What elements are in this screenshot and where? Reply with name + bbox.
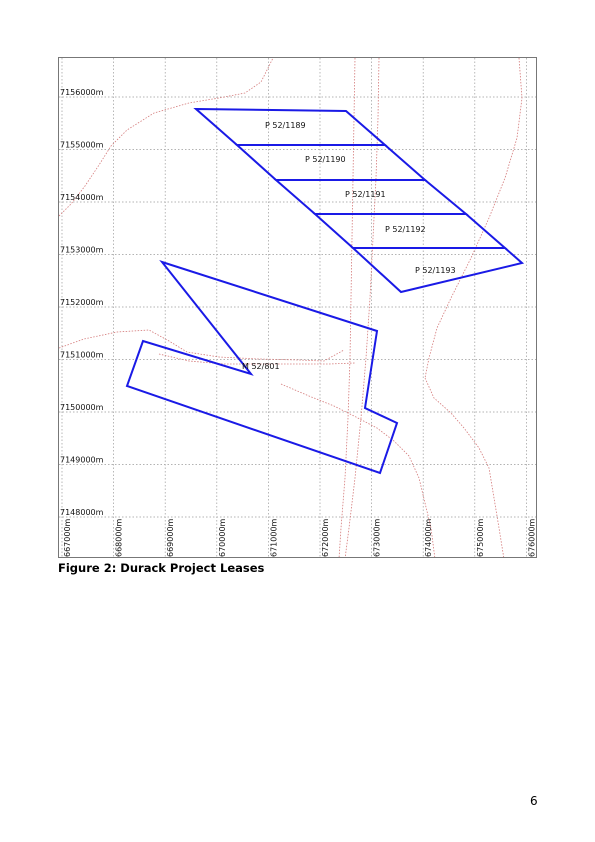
northing-label: 7152000m — [60, 298, 104, 307]
lease-label-m-52-801: M 52/801 — [242, 362, 280, 371]
easting-axis-labels: 667000m 668000m 669000m 670000m 671000m 67200… — [63, 518, 536, 557]
page-number: 6 — [530, 794, 538, 808]
lease-label-p-52-1191: P 52/1191 — [345, 190, 386, 199]
figure-caption: Figure 2: Durack Project Leases — [58, 561, 265, 575]
northing-label: 7156000m — [60, 88, 104, 97]
contour-lines — [59, 58, 523, 557]
northing-axis-labels: 7156000m 7155000m 7154000m 7153000m 7152000m… — [60, 88, 104, 517]
northing-label: 7149000m — [60, 456, 104, 465]
contour-line — [158, 353, 356, 365]
northing-label: 7153000m — [60, 246, 104, 255]
contour-line — [59, 58, 274, 217]
lease-label-p-52-1190: P 52/1190 — [305, 155, 346, 164]
easting-label: 667000m — [63, 518, 72, 557]
lease-label-p-52-1193: P 52/1193 — [415, 266, 456, 275]
northing-label: 7151000m — [60, 351, 104, 360]
lease-map-svg: P 52/1189 P 52/1190 P 52/1191 P 52/1192 … — [59, 58, 536, 557]
easting-label: 672000m — [321, 518, 330, 557]
easting-label: 670000m — [218, 518, 227, 557]
northing-label: 7155000m — [60, 141, 104, 150]
lease-label-p-52-1189: P 52/1189 — [265, 121, 306, 130]
contour-line — [280, 383, 436, 557]
northing-label: 7154000m — [60, 193, 104, 202]
easting-label: 671000m — [269, 518, 278, 557]
contour-line — [59, 329, 345, 362]
lease-p-52-1193-boundary — [350, 247, 525, 294]
lease-boundaries — [125, 107, 525, 475]
easting-label: 674000m — [424, 518, 433, 557]
easting-label: 675000m — [476, 518, 485, 557]
easting-label: 669000m — [166, 518, 175, 557]
lease-map: P 52/1189 P 52/1190 P 52/1191 P 52/1192 … — [58, 57, 537, 558]
contour-line — [424, 377, 505, 557]
contour-line — [338, 58, 356, 557]
map-grid — [59, 58, 536, 557]
northing-label: 7148000m — [60, 508, 104, 517]
easting-label: 673000m — [373, 518, 382, 557]
lease-label-p-52-1192: P 52/1192 — [385, 225, 426, 234]
contour-line — [344, 58, 380, 557]
easting-label: 668000m — [115, 518, 124, 557]
northing-label: 7150000m — [60, 403, 104, 412]
lease-labels: P 52/1189 P 52/1190 P 52/1191 P 52/1192 … — [242, 121, 456, 371]
contour-line — [424, 58, 523, 379]
easting-label: 676000m — [527, 518, 536, 557]
lease-m-52-801-north-boundary — [125, 260, 399, 475]
